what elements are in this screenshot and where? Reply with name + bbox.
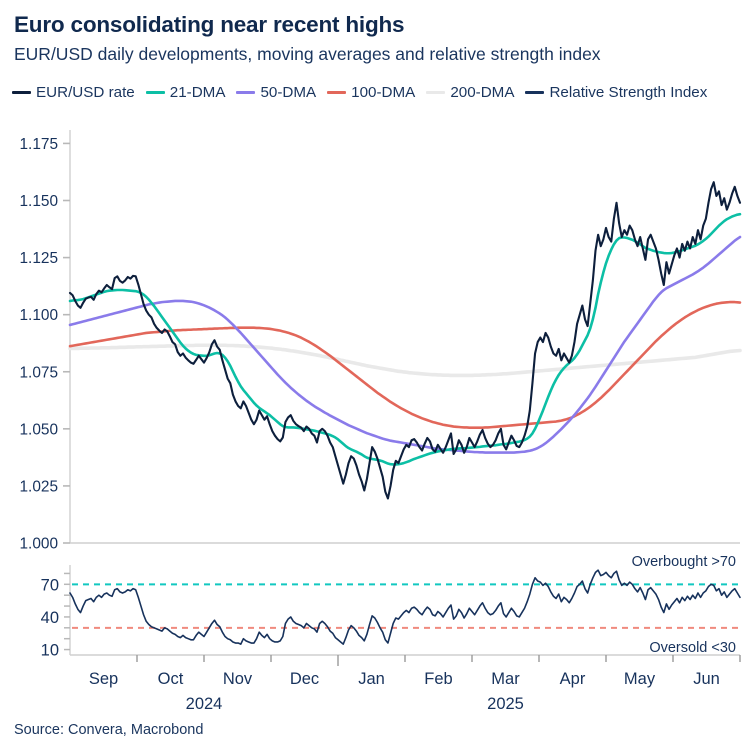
series-line-200-dma [68, 343, 742, 378]
x-tick-label: Oct [158, 670, 184, 688]
rsi-annotation-overbought: Overbought >70 [632, 554, 736, 570]
x-tick-label: Mar [491, 670, 520, 688]
price-y-tick-label: 1.125 [19, 250, 58, 267]
legend-label: EUR/USD rate [36, 84, 135, 101]
price-y-tick-label: 1.175 [19, 136, 58, 153]
x-year-label: 2024 [186, 695, 223, 713]
x-year-label: 2025 [487, 695, 524, 713]
rsi-y-tick-label: 70 [41, 576, 59, 594]
price-y-tick-label: 1.075 [19, 364, 58, 381]
series-line-eur-usd-rate [68, 181, 742, 500]
x-tick-label: Dec [290, 670, 319, 688]
price-y-tick-label: 1.000 [19, 536, 58, 553]
price-y-tick-label: 1.150 [19, 193, 58, 210]
x-tick-label: Apr [560, 670, 586, 688]
legend-item-relative-strength-index[interactable]: Relative Strength Index [525, 85, 707, 100]
x-tick-label: Feb [424, 670, 452, 688]
price-y-tick-label: 1.025 [19, 478, 58, 495]
price-y-tick-label: 1.050 [19, 421, 58, 438]
legend-label: 200-DMA [450, 84, 515, 101]
source-note: Source: Convera, Macrobond [14, 722, 204, 738]
legend-label: 21-DMA [169, 84, 226, 101]
legend-label: 50-DMA [260, 84, 317, 101]
page-title: Euro consolidating near recent highs [14, 12, 405, 37]
series-line-relative-strength-index [69, 569, 741, 645]
legend-swatch-icon [145, 91, 165, 95]
legend-item-200-dma[interactable]: 200-DMA [426, 85, 514, 100]
x-tick-label: Jan [358, 670, 385, 688]
legend-item-100-dma[interactable]: 100-DMA [327, 85, 415, 100]
rsi-y-tick-label: 40 [41, 609, 59, 627]
legend-swatch-icon [236, 91, 256, 95]
legend-swatch-icon [525, 91, 545, 95]
rsi-y-tick-label: 10 [41, 642, 59, 660]
legend-swatch-icon [426, 91, 446, 95]
legend-item-50-dma[interactable]: 50-DMA [236, 85, 316, 100]
page-subtitle: EUR/USD daily developments, moving avera… [14, 44, 601, 64]
series-line-100-dma [68, 300, 742, 429]
price-y-tick-label: 1.100 [19, 307, 58, 324]
legend-item-21-dma[interactable]: 21-DMA [145, 84, 226, 101]
x-tick-label: Nov [223, 670, 253, 688]
chart-legend: EUR/USD rate 21-DMA 50-DMA 100-DMA 200-DMA Re… [12, 85, 718, 100]
legend-label: 100-DMA [351, 84, 416, 101]
legend-swatch-icon [12, 91, 31, 95]
legend-item-eur-usd-rate[interactable]: EUR/USD rate [12, 85, 135, 100]
series-line-21-dma [68, 212, 742, 466]
legend-label: Relative Strength Index [549, 84, 708, 101]
x-tick-label: Jun [693, 670, 720, 688]
legend-swatch-icon [327, 91, 347, 95]
rsi-annotation-oversold: Oversold <30 [649, 640, 736, 656]
x-tick-label: Sep [89, 670, 118, 688]
x-tick-label: May [624, 670, 656, 688]
series-line-50-dma [68, 235, 742, 454]
